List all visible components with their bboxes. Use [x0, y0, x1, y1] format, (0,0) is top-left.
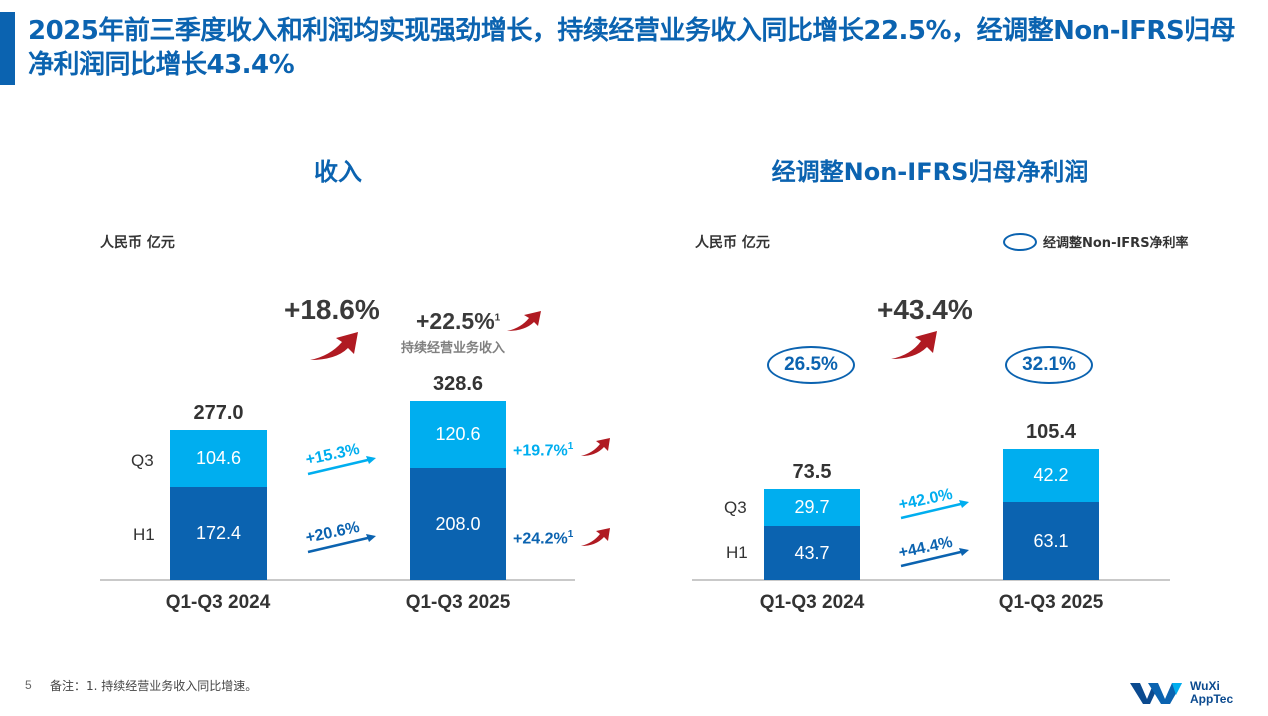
revenue-chart-title: 收入 [314, 158, 362, 186]
growth-arrow-icon [900, 548, 969, 568]
footnote-ref: 1 [494, 312, 501, 324]
red-up-arrow-icon [891, 331, 937, 359]
profit-bar-2024: 73.5 29.7 43.7 [764, 461, 860, 580]
revenue-continuing-growth-value: +22.5% [416, 308, 495, 334]
accent-bar [0, 12, 15, 85]
continuing-ops-label: 持续经营业务收入 [401, 341, 506, 356]
profit-chart-title: 经调整Non-IFRS归母净利润 [771, 158, 1089, 186]
revenue-bar-2024: 277.0 104.6 172.4 [170, 402, 267, 580]
logo-line2: AppTec [1190, 692, 1234, 706]
bar-segment-q3: 104.6 [170, 430, 267, 487]
profit-total-growth: +43.4% [877, 294, 973, 325]
growth-arrow-icon [900, 500, 969, 520]
revenue-total-growth: +18.6% [284, 294, 380, 325]
revenue-unit-label: 人民币 亿元 [100, 235, 175, 251]
bar-segment-h1: 172.4 [170, 487, 267, 580]
segment-label-h1: H1 [133, 525, 155, 544]
red-up-arrow-icon [581, 528, 610, 546]
category-label: Q1-Q3 2024 [759, 592, 865, 613]
footnote: 备注：1. 持续经营业务收入同比增速。 [50, 679, 258, 693]
bar-segment-h1: 63.1 [1003, 502, 1099, 580]
segment-label-h1: H1 [726, 543, 748, 562]
bar-segment-q3: 42.2 [1003, 449, 1099, 502]
legend-oval-icon [1003, 232, 1037, 251]
category-label: Q1-Q3 2025 [405, 592, 511, 613]
legend-label: 经调整Non-IFRS净利率 [1043, 236, 1189, 251]
growth-arrow-icon [307, 456, 376, 476]
logo-line1: WuXi [1190, 679, 1220, 693]
wuxi-logo-icon [1130, 683, 1182, 704]
bar-segment-h1: 43.7 [764, 526, 860, 580]
segment-label-q3: Q3 [724, 498, 747, 517]
footnote-ref: 1 [567, 529, 574, 540]
bar-segment-h1: 208.0 [410, 468, 506, 580]
page-number: 5 [25, 678, 32, 692]
category-label: Q1-Q3 2024 [165, 592, 271, 613]
red-up-arrow-icon [581, 438, 610, 456]
category-label: Q1-Q3 2025 [998, 592, 1104, 613]
revenue-bar-2025: 328.6 120.6 208.0 [410, 373, 506, 580]
q3-continuing-growth: +19.7%1 [513, 441, 573, 460]
bar-total: 277.0 [193, 402, 244, 424]
legend: 经调整Non-IFRS净利率 [1003, 232, 1189, 251]
logo-text: WuXi AppTec [1190, 680, 1233, 706]
red-up-arrow-icon [507, 311, 541, 331]
h1-continuing-growth-value: +24.2% [513, 530, 568, 548]
margin-oval-2024: 26.5% [767, 346, 855, 384]
h1-continuing-growth: +24.2%1 [513, 529, 573, 548]
company-logo: WuXi AppTec [1130, 680, 1233, 706]
growth-arrow-icon [307, 534, 376, 554]
profit-x-axis [692, 579, 1170, 581]
slide-title: 2025年前三季度收入和利润均实现强劲增长，持续经营业务收入同比增长22.5%，… [28, 16, 1236, 80]
revenue-continuing-growth: +22.5%1 [416, 308, 500, 335]
bar-segment-q3: 29.7 [764, 489, 860, 526]
bar-total: 105.4 [1025, 421, 1077, 443]
q3-continuing-growth-value: +19.7% [513, 442, 568, 460]
bar-segment-q3: 120.6 [410, 401, 506, 468]
segment-label-q3: Q3 [131, 451, 154, 470]
margin-oval-2025: 32.1% [1005, 346, 1093, 384]
bar-total: 73.5 [792, 461, 832, 483]
profit-bar-2025: 105.4 42.2 63.1 [1003, 421, 1099, 580]
profit-unit-label: 人民币 亿元 [695, 235, 770, 251]
revenue-x-axis [100, 579, 575, 581]
red-up-arrow-icon [310, 332, 358, 360]
bar-total: 328.6 [432, 373, 484, 395]
footnote-ref: 1 [567, 441, 574, 452]
